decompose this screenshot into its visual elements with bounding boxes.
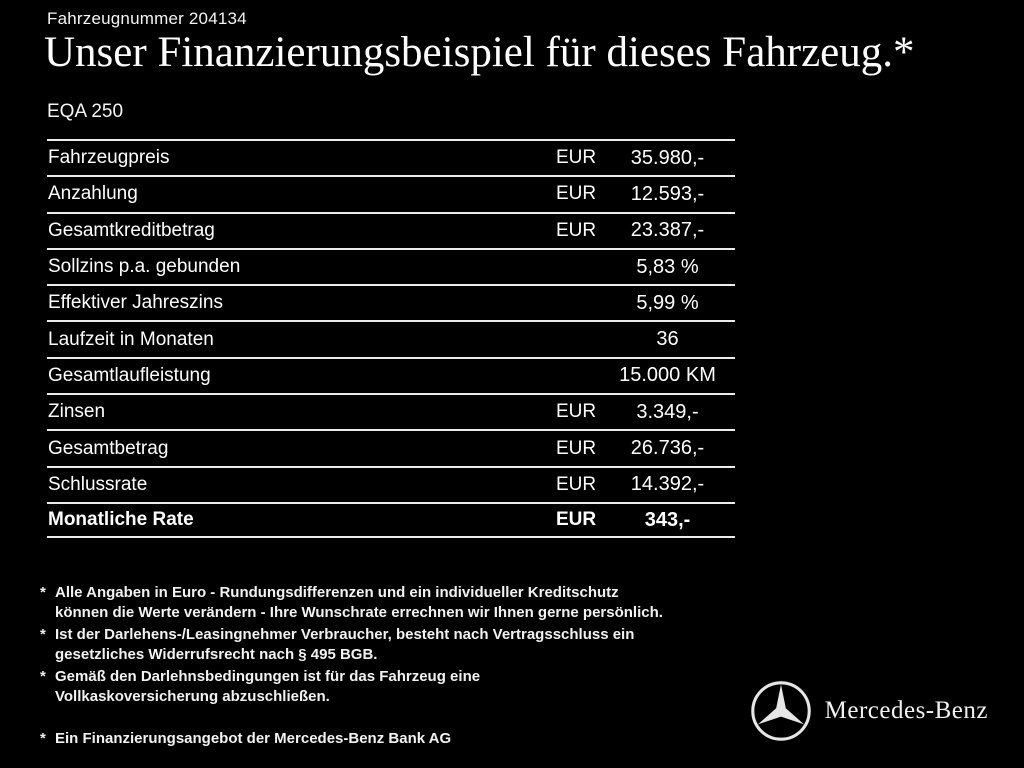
- table-row-gesamtlaufleistung: Gesamtlaufleistung 15.000 KM: [47, 356, 735, 393]
- footnote-line: Ist der Darlehens-/Leasingnehmer Verbrau…: [55, 626, 635, 643]
- row-label: Zinsen: [48, 401, 106, 423]
- mercedes-star-icon: [750, 680, 812, 742]
- footnote-line: gesetzliches Widerrufsrecht nach § 495 B…: [55, 645, 378, 663]
- row-label: Fahrzeugpreis: [48, 147, 170, 169]
- row-value: 15.000 KM: [619, 364, 716, 387]
- table-row-laufzeit: Laufzeit in Monaten 36: [47, 320, 735, 356]
- row-label: Anzahlung: [48, 183, 138, 205]
- table-row-gesamtbetrag: Gesamtbetrag EUR 26.736,-: [47, 429, 735, 465]
- row-label: Schlussrate: [48, 473, 148, 495]
- row-value: 343,-: [644, 508, 691, 531]
- footnote-marker: *: [40, 584, 46, 601]
- row-currency: EUR: [556, 147, 597, 169]
- row-value: 14.392,-: [630, 473, 705, 496]
- row-label: Sollzins p.a. gebunden: [48, 256, 241, 278]
- table-row-effektiver-jahreszins: Effektiver Jahreszins 5,99 %: [47, 284, 735, 320]
- row-label: Gesamtlaufleistung: [48, 364, 211, 386]
- page-title: Unser Finanzierungsbeispiel für dieses F…: [44, 29, 915, 76]
- footnotes: * Alle Angaben in Euro - Rundungsdiffere…: [40, 583, 663, 709]
- footnote-line: Alle Angaben in Euro - Rundungsdifferenz…: [55, 584, 619, 601]
- row-currency: EUR: [556, 219, 597, 241]
- table-row-sollzins: Sollzins p.a. gebunden 5,83 %: [47, 247, 735, 284]
- footnote-marker: *: [40, 626, 46, 643]
- footnote-rounding: * Alle Angaben in Euro - Rundungsdiffere…: [40, 583, 663, 622]
- row-label: Gesamtbetrag: [48, 437, 169, 459]
- row-value: 35.980,-: [630, 146, 705, 169]
- row-value: 3.349,-: [636, 400, 699, 423]
- table-row-zinsen: Zinsen EUR 3.349,-: [47, 393, 735, 429]
- footnote-marker: *: [40, 730, 46, 747]
- footnote-vollkasko: * Gemäß den Darlehnsbedingungen ist für …: [40, 667, 663, 706]
- brand-wordmark: Mercedes-Benz: [824, 697, 988, 724]
- financing-table: Fahrzeugpreis EUR 35.980,- Anzahlung EUR…: [47, 139, 735, 539]
- table-row-schlussrate: Schlussrate EUR 14.392,-: [47, 465, 735, 502]
- footnote-widerrufsrecht: * Ist der Darlehens-/Leasingnehmer Verbr…: [40, 625, 663, 664]
- bank-note-text: Ein Finanzierungsangebot der Mercedes-Be…: [55, 730, 452, 747]
- row-currency: EUR: [556, 437, 597, 459]
- vehicle-number: Fahrzeugnummer 204134: [47, 9, 247, 28]
- table-row-gesamtkreditbetrag: Gesamtkreditbetrag EUR 23.387,-: [47, 211, 735, 248]
- row-value: 23.387,-: [630, 219, 705, 242]
- row-label: Effektiver Jahreszins: [48, 292, 223, 314]
- table-row-anzahlung: Anzahlung EUR 12.593,-: [47, 175, 735, 211]
- row-currency: EUR: [556, 401, 597, 423]
- row-value: 36: [656, 328, 679, 351]
- bank-note: * Ein Finanzierungsangebot der Mercedes-…: [40, 729, 451, 749]
- table-row-monatliche-rate: Monatliche Rate EUR 343,-: [47, 501, 735, 539]
- row-currency: EUR: [556, 473, 597, 495]
- row-value: 26.736,-: [630, 437, 705, 460]
- row-label: Gesamtkreditbetrag: [48, 219, 215, 241]
- row-currency: EUR: [556, 509, 597, 531]
- footnote-line: Vollkaskoversicherung abzuschließen.: [55, 687, 330, 705]
- footnote-text: Gemäß den Darlehnsbedingungen ist für da…: [55, 667, 480, 706]
- row-label: Monatliche Rate: [48, 509, 194, 531]
- footnote-line: können die Werte verändern - Ihre Wunsch…: [55, 603, 663, 621]
- row-value: 12.593,-: [630, 182, 705, 205]
- footnote-text: Alle Angaben in Euro - Rundungsdifferenz…: [55, 583, 663, 622]
- brand-block: Mercedes-Benz: [750, 680, 988, 742]
- model-name: EQA 250: [47, 101, 124, 122]
- table-row-fahrzeugpreis: Fahrzeugpreis EUR 35.980,-: [47, 139, 735, 175]
- row-label: Laufzeit in Monaten: [48, 328, 214, 350]
- footnote-text: Ist der Darlehens-/Leasingnehmer Verbrau…: [55, 625, 634, 664]
- footnote-line: Gemäß den Darlehnsbedingungen ist für da…: [55, 668, 481, 685]
- row-value: 5,99 %: [636, 291, 699, 314]
- row-currency: EUR: [556, 183, 597, 205]
- footnote-marker: *: [40, 668, 46, 685]
- row-value: 5,83 %: [636, 255, 699, 278]
